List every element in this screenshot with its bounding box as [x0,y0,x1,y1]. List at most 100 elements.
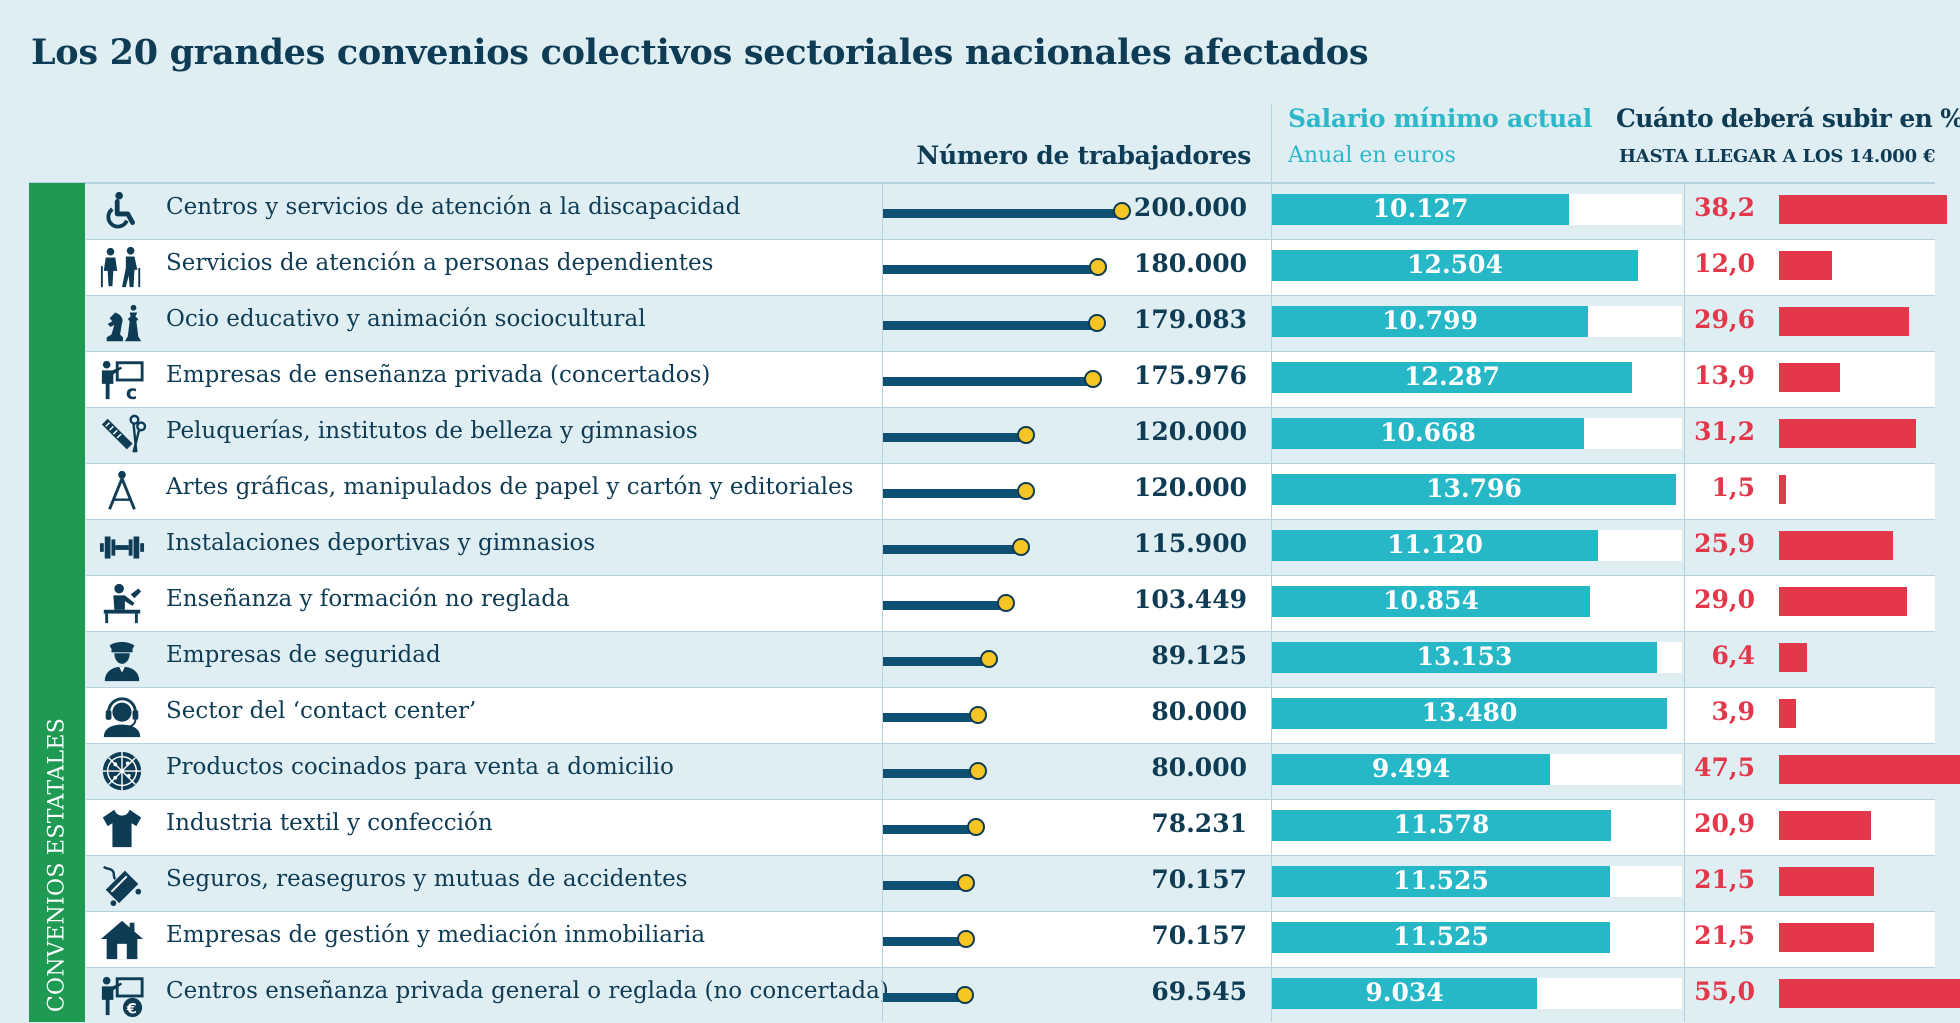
student-desk-icon [98,581,146,627]
salary-value: 11.525 [1393,866,1489,895]
workers-value: 103.449 [1133,585,1247,614]
pct-value: 47,5 [1694,753,1755,782]
workers-value: 175.976 [1133,361,1247,390]
pizza-icon [98,749,146,795]
salary-bar [1272,418,1584,449]
salary-value: 12.287 [1404,362,1500,391]
elderly-people-icon [98,245,146,291]
pct-value: 3,9 [1711,697,1756,726]
car-accident-icon [98,861,146,907]
salary-value: 11.120 [1387,530,1483,559]
salary-bar [1272,642,1657,673]
pct-bar [1779,251,1832,280]
salary-bar [1272,754,1550,785]
comb-scissors-icon [101,414,147,453]
pct-value: 29,0 [1694,585,1755,614]
pct-bar [1779,419,1916,448]
salary-value: 11.525 [1393,922,1489,951]
house-icon [100,920,144,960]
wheelchair-icon [106,191,135,229]
salary-bar [1272,194,1569,225]
column-divider [1271,104,1272,1022]
workers-dot [969,706,987,724]
pct-value: 1,5 [1711,473,1756,502]
workers-value: 179.083 [1133,305,1247,334]
sector-label: Sector del ‘contact center’ [166,698,477,724]
teacher-board-icon: c [98,357,146,404]
sidebar-label: CONVENIOS ESTATALES [44,717,70,1013]
salary-bar [1272,810,1611,841]
workers-dot [980,650,998,668]
workers-bar [882,545,1021,554]
salary-value: 13.480 [1421,698,1518,727]
workers-bar [882,713,978,722]
tshirt-icon [102,809,142,848]
workers-bar [882,377,1093,386]
table-row: € Centros enseñanza privada general o reg… [86,967,1960,1023]
pct-bar [1779,923,1874,952]
sector-label: Productos cocinados para venta a domicil… [166,754,674,780]
table-row: Instalaciones deportivas y gimnasios 115.… [86,519,1935,575]
salary-value: 12.504 [1407,250,1503,279]
pct-value: 38,2 [1694,193,1755,222]
workers-value: 78.231 [1151,809,1247,838]
salary-bar [1272,698,1667,729]
salary-column-subheader: Anual en euros [1288,143,1456,168]
pct-bar [1779,475,1786,504]
workers-dot [969,762,987,780]
svg-text:c: c [126,381,137,403]
sector-label: Empresas de gestión y mediación inmobili… [166,922,706,948]
workers-value: 120.000 [1133,473,1247,502]
table-row: Centros y servicios de atención a la dis… [86,183,1947,239]
workers-value: 89.125 [1151,641,1247,670]
sector-label: Centros enseñanza privada general o regl… [166,978,889,1004]
salary-column-header: Salario mínimo actual [1288,104,1592,133]
car-accident-icon [102,865,142,907]
pct-value: 21,5 [1694,865,1755,894]
pct-value: 13,9 [1694,361,1755,390]
dumbbell-icon [99,536,145,559]
workers-bar [882,881,966,890]
sector-label: Enseñanza y formación no reglada [166,586,570,612]
pct-value: 6,4 [1711,641,1756,670]
salary-value: 10.127 [1372,194,1469,223]
sector-label: Ocio educativo y animación sociocultural [166,306,646,332]
salary-value: 11.578 [1393,810,1490,839]
workers-bar [882,993,965,1002]
workers-value: 70.157 [1151,921,1247,950]
pct-value: 29,6 [1694,305,1755,334]
workers-bar [882,433,1026,442]
workers-value: 200.000 [1133,193,1247,222]
salary-bar [1272,866,1610,897]
pizza-icon [102,751,142,791]
workers-dot [1012,538,1030,556]
comb-scissors-icon [98,413,147,459]
table-row: Industria textil y confección 78.231 11.57… [86,799,1935,855]
table-row: Enseñanza y formación no reglada 103.449 1… [86,575,1935,631]
pct-bar [1779,195,1947,224]
table-row: c Empresas de enseñanza privada (concerta… [86,351,1935,407]
pct-bar [1779,867,1874,896]
pct-bar [1779,307,1909,336]
teacher-board-icon: c [101,360,144,404]
pct-bar [1779,979,1960,1008]
workers-value: 180.000 [1133,249,1247,278]
table-row: Empresas de seguridad 89.125 13.153 6,4 [86,631,1935,687]
pct-value: 31,2 [1694,417,1755,446]
table-row: Sector del ‘contact center’ 80.000 13.480 3… [86,687,1935,743]
house-icon [98,917,146,963]
headset-operator-icon [98,693,146,739]
table-row: Productos cocinados para venta a domicil… [86,743,1960,799]
table-row: Peluquerías, institutos de belleza y gim… [86,407,1935,463]
workers-value: 69.545 [1151,977,1247,1006]
pct-bar [1779,699,1796,728]
teacher-euro-icon: € [98,973,146,1019]
table-row: Artes gráficas, manipulados de papel y c… [86,463,1935,519]
salary-bar [1272,306,1588,337]
workers-value: 115.900 [1133,529,1247,558]
table-row: Empresas de gestión y mediación inmobili… [86,911,1935,967]
salary-bar [1272,362,1632,393]
teacher-euro-icon: € [101,976,144,1017]
salary-value: 10.799 [1382,306,1478,335]
pct-bar [1779,755,1960,784]
